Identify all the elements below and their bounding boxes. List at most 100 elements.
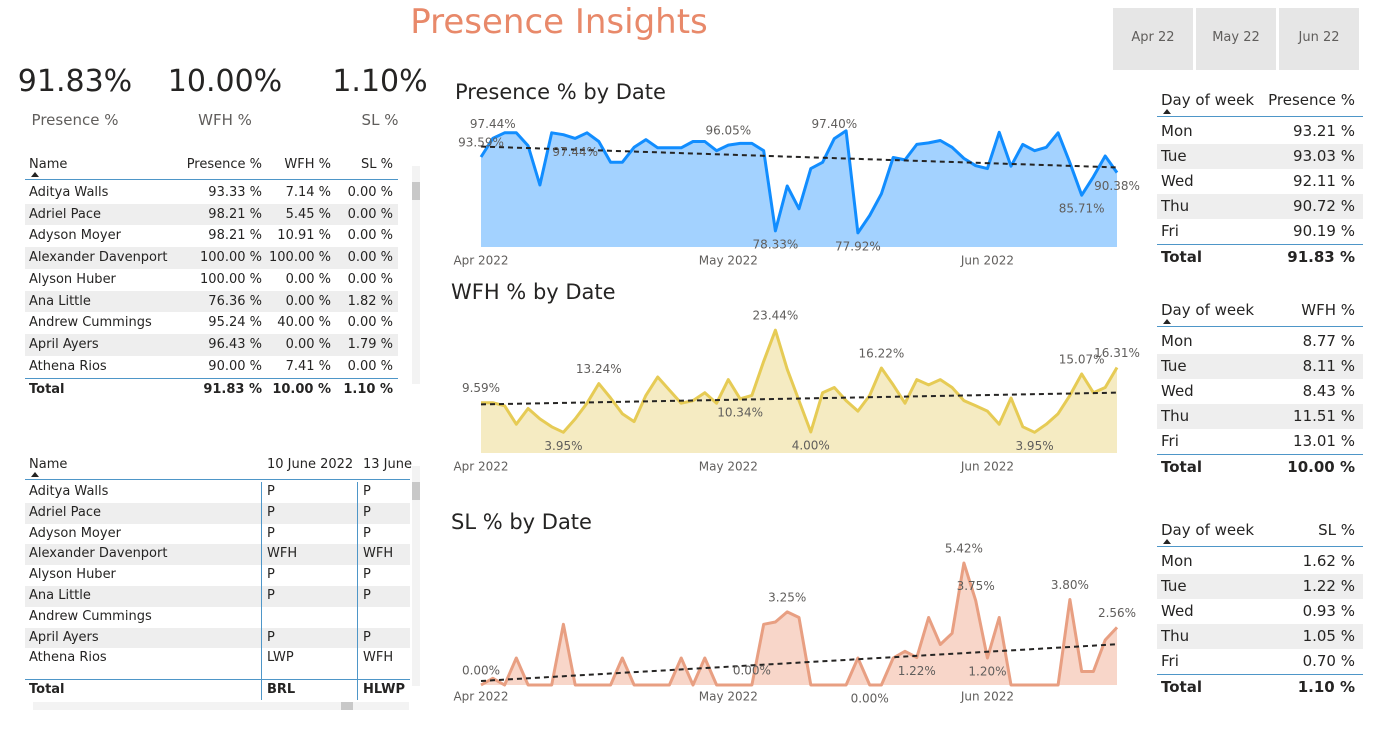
table-cell: Thu xyxy=(1161,627,1190,645)
table-cell: 93.33 % xyxy=(208,185,262,200)
row-background xyxy=(25,565,410,586)
total-cell: Total xyxy=(1161,248,1202,266)
row-background xyxy=(25,586,410,607)
table-cell: 1.82 % xyxy=(347,293,393,309)
table-cell: P xyxy=(267,567,275,583)
table-cell: Ana Little xyxy=(29,293,91,309)
slicer-button[interactable]: Apr 22 xyxy=(1113,8,1193,70)
chart-title: WFH % by Date xyxy=(451,280,616,304)
total-rule xyxy=(1157,454,1363,455)
row-background xyxy=(1157,354,1363,379)
column-header: 13 June xyxy=(363,457,412,472)
slicer-button[interactable]: May 22 xyxy=(1196,8,1276,70)
table-cell: Alexander Davenport xyxy=(29,546,168,562)
data-label: 1.22% xyxy=(898,664,936,678)
total-cell: 1.10 % xyxy=(343,382,393,398)
column-header: Day of week xyxy=(1161,301,1255,319)
slicer-button[interactable]: Jun 22 xyxy=(1279,8,1359,70)
table-cell: Wed xyxy=(1161,382,1194,400)
total-cell: BRL xyxy=(267,682,296,698)
row-background xyxy=(1157,329,1363,354)
row-background xyxy=(1157,119,1363,144)
scroll-thumb xyxy=(412,482,420,500)
table-cell: 0.00 % xyxy=(285,271,331,287)
table-cell: Thu xyxy=(1161,197,1190,215)
table-cell: Mon xyxy=(1161,552,1193,570)
column-header: WFH % xyxy=(1301,301,1355,319)
table-cell: Mon xyxy=(1161,122,1193,140)
table-cell: P xyxy=(363,567,371,583)
row-background xyxy=(25,312,398,334)
chart-title: Presence % by Date xyxy=(455,80,666,104)
table-cell: Athena Rios xyxy=(29,358,107,374)
table-cell: Andrew Cummings xyxy=(29,315,152,331)
kpi-label: SL % xyxy=(361,111,399,129)
table: Day of week Presence % Mon 93.21 % Tue 93.03 … xyxy=(1157,85,1363,275)
column-divider xyxy=(357,482,358,700)
header-rule xyxy=(1157,116,1363,117)
table-cell: 100.00 % xyxy=(200,271,262,287)
row-background xyxy=(25,268,398,291)
row-background xyxy=(25,627,410,649)
column-header: Name xyxy=(29,457,68,472)
data-label: 97.40% xyxy=(811,117,857,131)
data-label: 77.92% xyxy=(835,239,881,253)
total-rule xyxy=(25,378,398,380)
data-label: 4.00% xyxy=(792,439,830,453)
total-cell: Total xyxy=(29,382,65,398)
row-background xyxy=(1157,144,1363,169)
header-rule xyxy=(25,479,410,480)
data-label: 3.75% xyxy=(957,579,995,593)
column-header: SL % xyxy=(1318,521,1355,539)
data-label: 90.38% xyxy=(1094,179,1140,193)
total-cell: HLWP xyxy=(363,682,406,698)
table-cell: 98.21 % xyxy=(208,206,262,222)
row-background xyxy=(1157,429,1363,454)
table-cell: 0.00 % xyxy=(347,185,393,200)
x-tick-label: May 2022 xyxy=(699,254,758,268)
table-cell: 8.77 % xyxy=(1302,332,1355,350)
table-cell: Ana Little xyxy=(29,588,91,603)
data-label: 16.31% xyxy=(1094,346,1140,360)
data-label: 13.24% xyxy=(576,362,622,376)
table-cell: 93.03 % xyxy=(1293,147,1355,165)
table-cell: 13.01 % xyxy=(1293,432,1355,450)
row-background xyxy=(1157,649,1363,674)
kpi-value: 10.00% xyxy=(167,64,283,99)
table-cell: 98.21 % xyxy=(208,228,262,244)
table-cell: LWP xyxy=(267,650,294,666)
row-background xyxy=(25,544,410,566)
x-tick-label: May 2022 xyxy=(699,460,758,474)
area xyxy=(481,130,1117,247)
table-cell: Adriel Pace xyxy=(29,206,101,222)
table-cell: 0.00 % xyxy=(347,250,393,266)
row-background xyxy=(1157,549,1363,574)
row-background xyxy=(1157,169,1363,194)
x-tick-label: Jun 2022 xyxy=(960,690,1014,704)
table-cell: 1.79 % xyxy=(347,336,393,352)
h-scroll-thumb xyxy=(341,702,353,710)
trend-line xyxy=(480,643,1118,682)
table-cell: Aditya Walls xyxy=(29,484,109,499)
table-cell: P xyxy=(363,588,371,603)
line xyxy=(481,328,1119,434)
scroll-thumb xyxy=(412,182,420,200)
table-cell: 8.11 % xyxy=(1302,357,1355,375)
data-label: 23.44% xyxy=(753,309,799,323)
table-cell: 100.00 % xyxy=(269,250,331,266)
kpi-value: 91.83% xyxy=(17,64,133,99)
row-background xyxy=(25,523,410,545)
table-cell: Adriel Pace xyxy=(29,504,101,520)
column-divider xyxy=(261,482,262,700)
table-cell: Alexander Davenport xyxy=(29,250,168,266)
table-cell: P xyxy=(363,504,371,520)
table: Day of week SL % Mon 1.62 % Tue 1.22 % Wed 0.93… xyxy=(1157,515,1363,705)
row-background xyxy=(25,290,398,313)
table-cell: P xyxy=(267,588,275,603)
chart-title: SL % by Date xyxy=(451,510,592,534)
kpi-label: WFH % xyxy=(198,111,252,129)
table-cell: WFH xyxy=(363,546,394,562)
data-label: 97.44% xyxy=(470,117,516,131)
x-tick-label: Apr 2022 xyxy=(453,254,508,268)
table: Name 10 June 2022 13 June Aditya Walls P P Adr… xyxy=(25,452,420,714)
